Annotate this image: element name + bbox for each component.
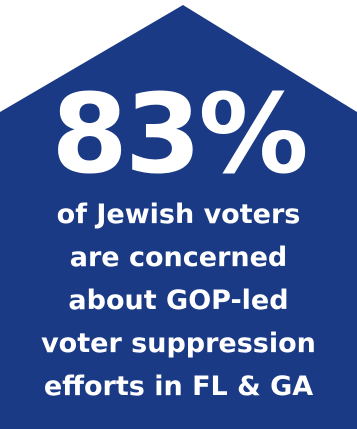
- stat-percentage: 83%: [51, 70, 308, 198]
- caption-line-5: efforts in FL & GA: [43, 371, 314, 402]
- stat-caption: of Jewish voters are concerned about GOP…: [0, 193, 357, 408]
- caption-line-2: are concerned: [69, 242, 288, 273]
- caption-line-1: of Jewish voters: [56, 199, 301, 230]
- caption-line-4: voter suppression: [41, 328, 316, 359]
- caption-line-3: about GOP-led: [68, 285, 289, 316]
